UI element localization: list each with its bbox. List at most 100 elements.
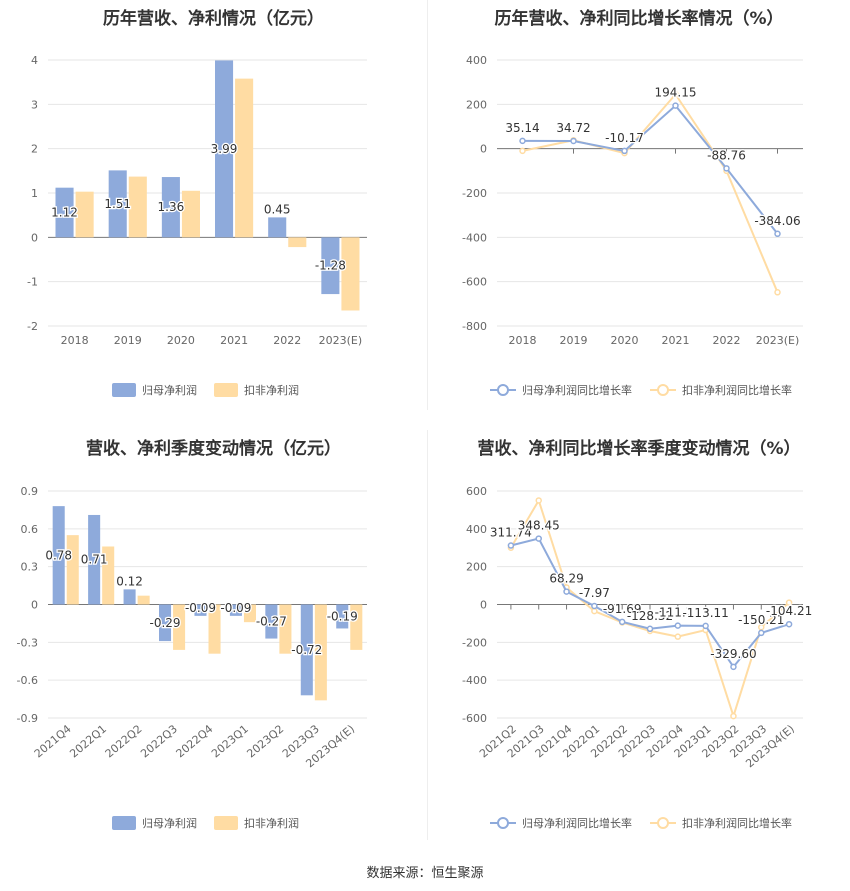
- data-point: [535, 497, 542, 504]
- data-label: -91.69: [603, 602, 642, 616]
- bar-deducted-profit: [173, 604, 186, 650]
- chart-title: 营收、净利季度变动情况（亿元）: [86, 439, 341, 459]
- bar-net-profit: [55, 187, 74, 238]
- data-point: [723, 165, 730, 172]
- legend-label: 归母净利润同比增长率: [522, 816, 632, 830]
- legend-label: 扣非净利润同比增长率: [682, 383, 792, 397]
- data-point: [672, 91, 679, 98]
- y-tick-label: 0: [31, 231, 38, 244]
- y-tick-label: -600: [462, 276, 487, 289]
- data-label: 0.71: [81, 553, 108, 567]
- y-tick-label: 0: [31, 599, 38, 612]
- data-point: [591, 602, 598, 610]
- bar-deducted-profit: [279, 604, 292, 654]
- annual-profit-chart: -2 -1 0 1 2 3 4 2018 2019 2020 2021 2022 2023(E) 1.12…: [27, 54, 367, 397]
- bar-net-profit: [215, 60, 234, 238]
- x-tick-label: 2021: [220, 334, 248, 347]
- y-tick-label: 400: [466, 523, 487, 536]
- x-tick-label: 2022Q4: [174, 722, 216, 760]
- legend-marker: [657, 384, 669, 396]
- bar-net-profit: [321, 237, 340, 295]
- y-tick-label: -0.6: [17, 674, 38, 687]
- data-label: -329.60: [710, 647, 756, 661]
- y-tick-label: 200: [466, 98, 487, 111]
- divider: [427, 430, 428, 840]
- data-label: -0.72: [291, 643, 322, 657]
- y-tick-label: 0: [480, 143, 487, 156]
- y-tick-label: 0.9: [21, 485, 39, 498]
- bar-deducted-profit: [350, 604, 363, 650]
- data-label: -0.27: [256, 615, 287, 629]
- y-tick-label: -0.3: [17, 636, 38, 649]
- panel-annual-profit: 历年营收、净利情况（亿元） -2 -1 0 1 2 3 4 2018 2019 2020 2021 2…: [0, 0, 427, 410]
- legend-label: 扣非净利润同比增长率: [682, 816, 792, 830]
- legend-label: 归母净利润同比增长率: [522, 383, 632, 397]
- data-point: [507, 542, 515, 549]
- data-label: -111.71: [655, 606, 701, 620]
- x-tick-label: 2023Q1: [209, 722, 251, 760]
- data-point: [570, 137, 577, 145]
- bar-deducted-profit: [102, 546, 115, 605]
- data-point: [646, 625, 654, 633]
- x-tick-label: 2019: [114, 334, 142, 347]
- bar-deducted-profit: [66, 535, 79, 605]
- x-tick-label: 2023Q2: [245, 722, 287, 760]
- bar-net-profit: [229, 604, 242, 616]
- x-tick-label: 2022Q3: [138, 722, 180, 760]
- data-label: -0.19: [327, 609, 358, 623]
- bar-deducted-profit: [235, 78, 254, 238]
- y-tick-label: 400: [466, 54, 487, 67]
- panel-quarterly-profit: 营收、净利季度变动情况（亿元） -0.9 -0.6 -0.3 0 0.3 0.6 0.9 20…: [0, 430, 427, 850]
- y-tick-label: 200: [466, 561, 487, 574]
- x-tick-label: 2018: [61, 334, 89, 347]
- data-label: -88.76: [707, 148, 746, 162]
- data-label: -0.29: [149, 616, 180, 630]
- y-tick-label: 1: [31, 187, 38, 200]
- data-point: [535, 535, 542, 542]
- chart-title: 营收、净利同比增长率季度变动情况（%）: [477, 439, 801, 459]
- line-net-profit-growth: [522, 104, 779, 235]
- data-label: 348.45: [518, 519, 560, 533]
- bar-deducted-profit: [137, 595, 150, 605]
- bar-net-profit: [268, 217, 287, 238]
- x-tick-label: 2022Q2: [103, 722, 145, 760]
- bar-deducted-profit: [75, 191, 94, 238]
- y-tick-label: -200: [462, 187, 487, 200]
- panel-quarterly-growth: 营收、净利同比增长率季度变动情况（%） -600 -400 -200 0 200 400 6…: [428, 430, 850, 850]
- data-label: -7.97: [579, 586, 610, 600]
- legend-swatch: [214, 816, 238, 830]
- legend-marker: [497, 384, 509, 396]
- data-point: [674, 633, 682, 640]
- y-tick-label: -0.9: [17, 712, 38, 725]
- quarterly-growth-chart: -600-400-20002004006002021Q22021Q32021Q4…: [462, 485, 813, 830]
- data-label: -104.21: [766, 604, 812, 618]
- annual-growth-chart: -800 -600 -400 -200 0 200 400 2018 2019 2020 2021 2…: [462, 54, 803, 397]
- data-label: 34.72: [556, 121, 590, 135]
- x-tick-label: 2020: [167, 334, 195, 347]
- bar-net-profit: [336, 604, 349, 629]
- x-tick-label: 2022: [273, 334, 301, 347]
- bar-deducted-profit: [341, 237, 360, 311]
- x-tick-label: 2022: [713, 334, 741, 347]
- legend-swatch: [214, 383, 238, 397]
- data-label: -0.09: [220, 601, 251, 615]
- data-label: 0.12: [116, 574, 143, 588]
- data-point: [730, 712, 737, 720]
- divider: [427, 0, 428, 410]
- data-point: [702, 622, 709, 630]
- data-point: [774, 289, 781, 296]
- bar-deducted-profit: [288, 237, 307, 248]
- data-point: [621, 147, 628, 155]
- bar-deducted-profit: [208, 604, 221, 654]
- bar-net-profit: [123, 589, 136, 605]
- y-tick-label: -400: [462, 674, 487, 687]
- y-tick-label: -800: [462, 320, 487, 333]
- legend-marker: [497, 817, 509, 829]
- x-tick-label: 2019: [560, 334, 588, 347]
- legend-swatch: [112, 816, 136, 830]
- data-label: 1.51: [104, 197, 131, 211]
- data-label: -113.11: [682, 606, 728, 620]
- bar-deducted-profit: [314, 604, 327, 701]
- data-source: 数据来源：恒生聚源: [366, 866, 484, 881]
- legend-label: 归母净利润: [142, 816, 197, 830]
